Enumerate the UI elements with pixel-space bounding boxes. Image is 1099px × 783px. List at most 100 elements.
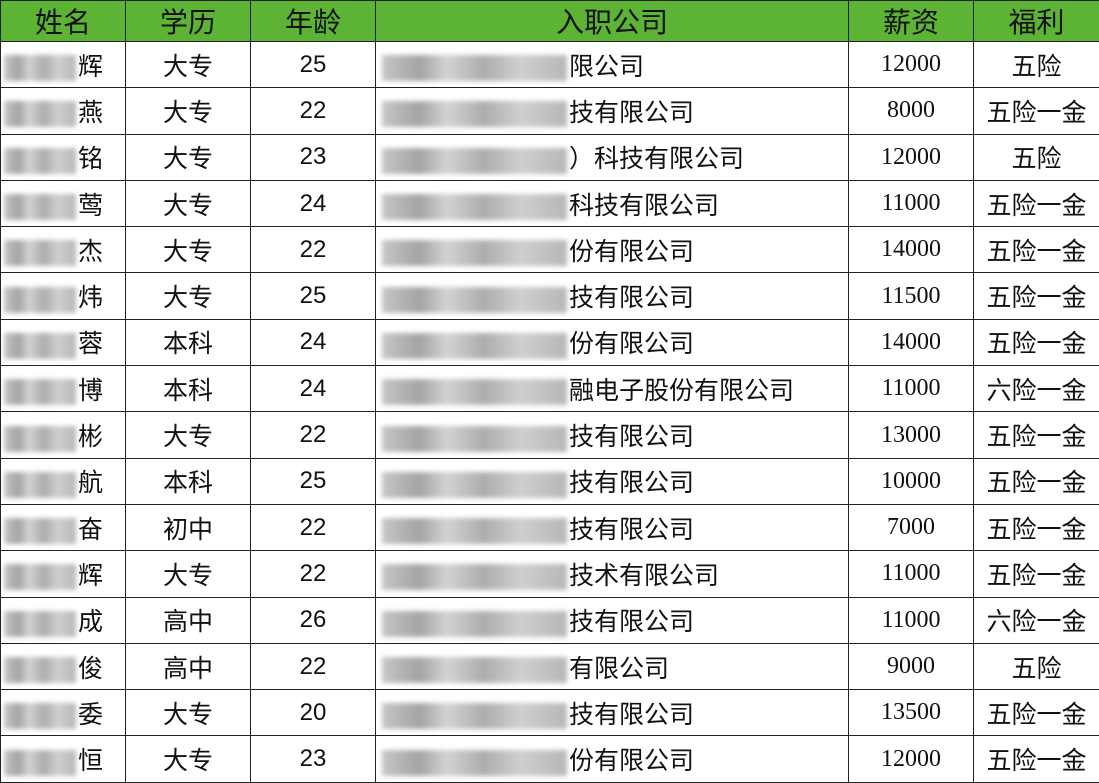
- cell-education: 大专: [126, 134, 251, 180]
- redacted-blur: [4, 703, 76, 729]
- redacted-blur: [382, 564, 567, 590]
- name-text: 辉: [78, 561, 103, 590]
- header-age: 年龄: [251, 1, 376, 42]
- cell-company: 技有限公司: [376, 597, 849, 643]
- cell-welfare: 五险一金: [974, 412, 1099, 458]
- company-text: 份有限公司: [569, 329, 694, 358]
- company-text: 技有限公司: [569, 607, 694, 636]
- cell-name: 彬: [1, 412, 126, 458]
- cell-welfare: 五险一金: [974, 273, 1099, 319]
- cell-salary: 14000: [849, 227, 974, 273]
- redacted-blur: [382, 55, 567, 81]
- header-welfare: 福利: [974, 1, 1099, 42]
- cell-education: 大专: [126, 690, 251, 736]
- company-text: 技有限公司: [569, 700, 694, 729]
- name-text: 成: [78, 607, 103, 636]
- cell-company: 科技有限公司: [376, 180, 849, 226]
- redacted-blur: [382, 287, 567, 313]
- cell-welfare: 五险: [974, 42, 1099, 88]
- cell-company: 技有限公司: [376, 412, 849, 458]
- company-text: 技有限公司: [569, 98, 694, 127]
- cell-name: 成: [1, 597, 126, 643]
- cell-salary: 9000: [849, 643, 974, 689]
- cell-welfare: 五险一金: [974, 227, 1099, 273]
- cell-company: 份有限公司: [376, 227, 849, 273]
- cell-name: 莺: [1, 180, 126, 226]
- name-text: 辉: [78, 52, 103, 81]
- cell-welfare: 五险: [974, 643, 1099, 689]
- redacted-blur: [4, 379, 76, 405]
- redacted-blur: [382, 333, 567, 359]
- redacted-blur: [4, 333, 76, 359]
- header-education: 学历: [126, 1, 251, 42]
- cell-education: 大专: [126, 273, 251, 319]
- cell-education: 大专: [126, 42, 251, 88]
- name-text: 委: [78, 700, 103, 729]
- cell-age: 24: [251, 319, 376, 365]
- redacted-blur: [382, 379, 567, 405]
- cell-age: 25: [251, 273, 376, 319]
- cell-education: 本科: [126, 366, 251, 412]
- company-text: 技有限公司: [569, 283, 694, 312]
- cell-welfare: 五险一金: [974, 180, 1099, 226]
- redacted-blur: [4, 426, 76, 452]
- cell-welfare: 六险一金: [974, 597, 1099, 643]
- redacted-blur: [4, 55, 76, 81]
- cell-age: 20: [251, 690, 376, 736]
- cell-name: 铭: [1, 134, 126, 180]
- cell-name: 杰: [1, 227, 126, 273]
- cell-welfare: 六险一金: [974, 366, 1099, 412]
- cell-age: 22: [251, 227, 376, 273]
- redacted-blur: [4, 194, 76, 220]
- cell-age: 25: [251, 42, 376, 88]
- header-salary: 薪资: [849, 1, 974, 42]
- cell-company: ）科技有限公司: [376, 134, 849, 180]
- redacted-blur: [382, 472, 567, 498]
- redacted-blur: [4, 564, 76, 590]
- cell-name: 炜: [1, 273, 126, 319]
- company-text: 份有限公司: [569, 746, 694, 775]
- cell-name: 燕: [1, 88, 126, 134]
- cell-salary: 7000: [849, 504, 974, 550]
- company-text: 技有限公司: [569, 468, 694, 497]
- cell-salary: 11000: [849, 366, 974, 412]
- header-row: 姓名 学历 年龄 入职公司 薪资 福利: [1, 1, 1099, 42]
- cell-age: 22: [251, 643, 376, 689]
- cell-education: 大专: [126, 88, 251, 134]
- redacted-blur: [382, 426, 567, 452]
- cell-education: 初中: [126, 504, 251, 550]
- cell-age: 25: [251, 458, 376, 504]
- cell-salary: 11000: [849, 551, 974, 597]
- cell-salary: 11000: [849, 180, 974, 226]
- name-text: 恒: [78, 746, 103, 775]
- cell-welfare: 五险一金: [974, 736, 1099, 782]
- redacted-blur: [382, 240, 567, 266]
- cell-salary: 10000: [849, 458, 974, 504]
- redacted-blur: [4, 657, 76, 683]
- name-text: 彬: [78, 422, 103, 451]
- cell-name: 俊: [1, 643, 126, 689]
- name-text: 奋: [78, 515, 103, 544]
- redacted-blur: [4, 148, 76, 174]
- name-text: 铭: [78, 144, 103, 173]
- company-text: 限公司: [569, 52, 644, 81]
- cell-age: 23: [251, 736, 376, 782]
- name-text: 炜: [78, 283, 103, 312]
- name-text: 燕: [78, 98, 103, 127]
- cell-company: 技有限公司: [376, 273, 849, 319]
- cell-company: 技有限公司: [376, 504, 849, 550]
- cell-age: 22: [251, 504, 376, 550]
- cell-education: 大专: [126, 551, 251, 597]
- cell-education: 大专: [126, 180, 251, 226]
- redacted-blur: [4, 750, 76, 776]
- cell-age: 22: [251, 88, 376, 134]
